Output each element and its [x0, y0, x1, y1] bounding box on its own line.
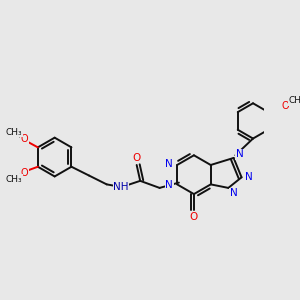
Text: N: N — [230, 188, 238, 198]
Text: O: O — [190, 212, 198, 222]
Text: N: N — [165, 180, 173, 190]
Text: O: O — [21, 168, 28, 178]
Text: CH₃: CH₃ — [288, 96, 300, 105]
Text: N: N — [236, 149, 244, 159]
Text: N: N — [165, 159, 173, 169]
Text: O: O — [21, 134, 28, 144]
Text: CH₃: CH₃ — [6, 175, 22, 184]
Text: CH₃: CH₃ — [6, 128, 22, 137]
Text: O: O — [133, 153, 141, 163]
Text: O: O — [281, 101, 289, 111]
Text: NH: NH — [113, 182, 129, 192]
Text: N: N — [245, 172, 253, 182]
